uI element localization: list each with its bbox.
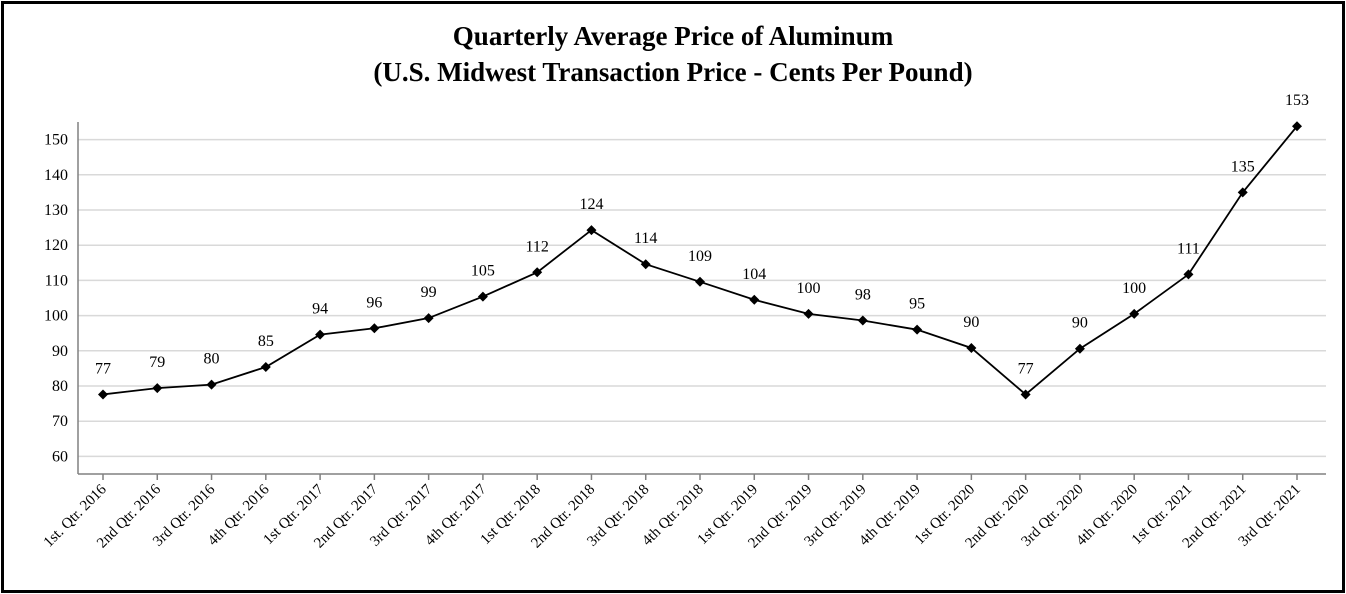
data-label: 98 [855,287,871,304]
data-point-marker [966,342,977,353]
data-label: 124 [579,196,603,213]
data-point-marker [477,291,488,302]
y-tick-label: 80 [52,378,68,395]
chart-subtitle: (U.S. Midwest Transaction Price - Cents … [373,57,973,87]
data-point-marker [206,379,217,390]
data-point-marker [152,383,163,394]
chart-title-block: Quarterly Average Price of Aluminum (U.S… [4,18,1342,90]
line-chart: 60 70 80 90 100 110 120 130 140 150 1st. Qtr. 201… [41,92,1326,551]
data-label: 96 [366,294,382,311]
y-tick-label: 90 [52,343,68,360]
data-label: 100 [797,280,821,297]
data-label: 94 [312,301,328,318]
data-point-marker [423,313,434,324]
y-tick-label: 110 [45,272,68,289]
data-label: 111 [1177,240,1200,257]
data-label: 79 [149,354,165,371]
markers [98,121,1302,400]
data-label: 95 [909,296,925,313]
data-label: 77 [1018,360,1034,377]
y-tick-label: 60 [52,448,68,465]
data-point-marker [98,389,108,400]
data-point-marker [1074,343,1085,354]
data-label: 114 [634,230,657,247]
data-point-marker [1292,121,1302,132]
data-point-marker [640,259,651,270]
data-point-marker [315,329,326,340]
data-label: 104 [742,266,766,283]
data-point-marker [1237,187,1248,198]
data-label: 90 [1072,315,1088,332]
y-tick-labels: 60 70 80 90 100 110 120 130 140 150 [44,132,68,466]
data-label: 85 [258,333,274,350]
data-point-marker [260,361,271,372]
data-label: 109 [688,248,712,265]
y-tick-label: 120 [44,237,68,254]
grid-lines [78,138,1326,458]
data-point-marker [369,323,380,334]
axes [77,122,1326,480]
y-tick-label: 130 [44,202,68,219]
data-labels: 77 79 80 85 94 96 99 105 112 124 114 109 104 100 98 95 9… [95,92,1309,377]
data-point-marker [1129,308,1140,319]
data-label: 135 [1231,158,1255,175]
data-point-marker [1020,389,1031,400]
data-point-marker [749,294,760,305]
y-tick-label: 150 [44,132,68,149]
data-point-marker [857,315,868,326]
data-label: 105 [471,263,495,280]
y-tick-label: 100 [44,308,68,325]
data-label: 153 [1285,92,1309,109]
data-point-marker [803,308,814,319]
data-label: 112 [525,238,548,255]
data-label: 77 [95,360,111,377]
data-label: 90 [963,314,979,331]
data-point-marker [586,225,597,236]
chart-title: Quarterly Average Price of Aluminum [452,21,894,51]
data-point-marker [532,267,543,278]
y-tick-label: 70 [52,413,68,430]
data-point-marker [1183,269,1194,280]
data-point-marker [695,276,705,287]
data-label: 99 [421,284,437,301]
data-label: 80 [204,351,220,368]
data-label: 100 [1122,280,1146,297]
data-point-marker [912,324,923,335]
y-tick-label: 140 [44,167,68,184]
